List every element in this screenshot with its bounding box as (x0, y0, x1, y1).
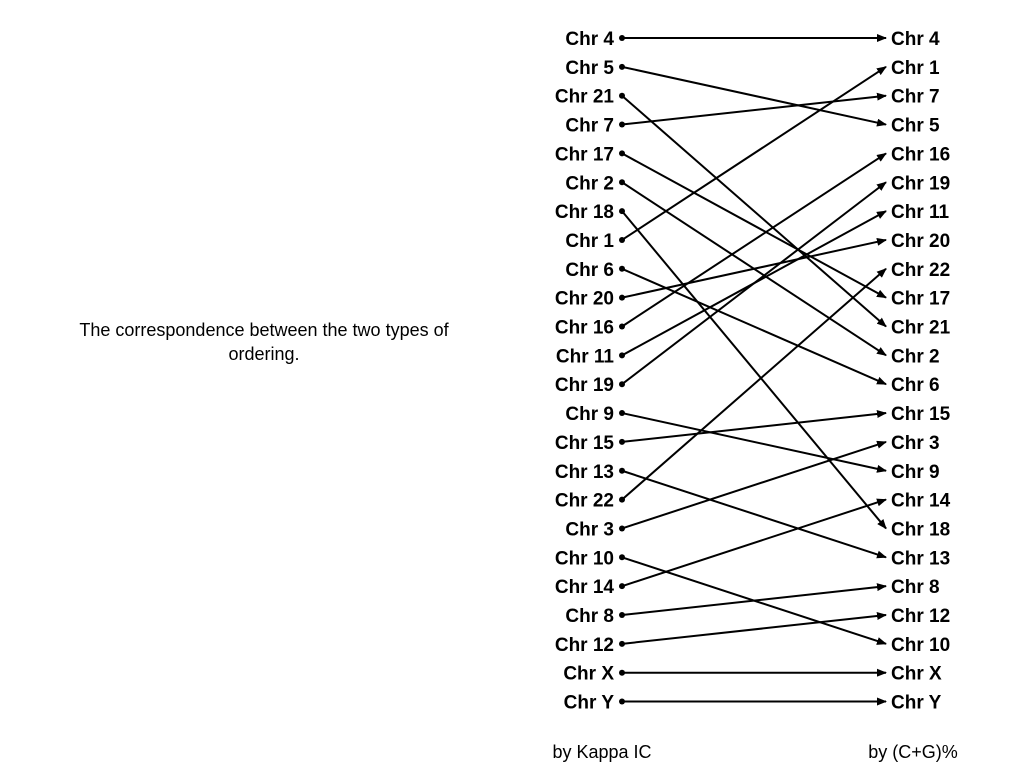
left-label-chr-3: Chr 3 (565, 519, 614, 540)
connector-arrow-chr-18 (621, 210, 887, 530)
connector-arrow-chr-12 (621, 612, 887, 645)
left-label-chr-18: Chr 18 (555, 202, 614, 223)
left-dot-chr-19 (619, 381, 625, 388)
right-label-chr-12: Chr 12 (891, 606, 950, 627)
right-label-chr-18: Chr 18 (891, 519, 950, 540)
left-dot-chr-8 (619, 612, 625, 618)
left-label-chr-6: Chr 6 (565, 260, 614, 281)
label-layer: Chr 4 Chr 5 Chr 21 Chr 7 Chr 17 Chr 2 Chr 18 Ch… (555, 29, 951, 714)
left-dot-chr-15 (619, 438, 625, 445)
right-label-chr-15: Chr 15 (891, 404, 951, 425)
right-label-chr-21: Chr 21 (891, 318, 951, 339)
left-label-chr-y: Chr Y (564, 693, 615, 714)
connector-arrow-chr-17 (621, 152, 887, 299)
left-dot-chr-10 (619, 554, 625, 561)
left-label-chr-7: Chr 7 (565, 116, 614, 137)
left-dot-chr-21 (619, 92, 625, 99)
connector-arrow-chr-21 (621, 94, 887, 328)
connector-layer (621, 34, 887, 706)
left-dot-chr-5 (619, 63, 625, 70)
right-label-chr-6: Chr 6 (891, 375, 940, 396)
left-dot-chr-14 (619, 583, 625, 590)
left-dot-chr-6 (619, 265, 625, 272)
left-label-chr-20: Chr 20 (555, 289, 614, 310)
right-label-chr-9: Chr 9 (891, 462, 940, 483)
left-dot-chr-18 (619, 208, 625, 215)
right-label-chr-16: Chr 16 (891, 144, 950, 165)
connector-arrow-chr-15 (621, 410, 887, 443)
left-dot-chr-12 (619, 640, 625, 647)
right-label-chr-x: Chr X (891, 664, 942, 685)
right-label-chr-14: Chr 14 (891, 491, 951, 512)
left-label-chr-21: Chr 21 (555, 87, 615, 108)
connector-arrow-chr-1 (621, 66, 887, 241)
right-label-chr-5: Chr 5 (891, 116, 940, 137)
left-label-chr-22: Chr 22 (555, 491, 614, 512)
right-label-chr-11: Chr 11 (891, 202, 950, 223)
right-label-chr-17: Chr 17 (891, 289, 950, 310)
left-column-footer: by Kappa IC (552, 742, 651, 762)
right-label-chr-13: Chr 13 (891, 548, 950, 569)
connector-arrow-chr-7 (621, 92, 887, 126)
connector-arrow-chr-6 (621, 267, 887, 386)
right-column-footer: by (C+G)% (868, 742, 958, 762)
left-dot-chr-20 (619, 294, 625, 301)
left-label-chr-16: Chr 16 (555, 318, 614, 339)
left-label-chr-19: Chr 19 (555, 375, 614, 396)
left-label-chr-2: Chr 2 (565, 173, 614, 194)
left-label-chr-11: Chr 11 (556, 346, 615, 367)
left-dot-chr-17 (619, 150, 625, 157)
connector-arrow-chr-5 (621, 65, 887, 127)
connector-arrow-chr-3 (621, 440, 887, 530)
right-label-chr-19: Chr 19 (891, 173, 950, 194)
left-label-chr-5: Chr 5 (565, 58, 614, 79)
left-label-chr-13: Chr 13 (555, 462, 614, 483)
left-label-chr-1: Chr 1 (565, 231, 614, 252)
connector-arrow-chr-16 (621, 152, 887, 328)
left-label-chr-x: Chr X (563, 664, 614, 685)
right-label-chr-2: Chr 2 (891, 346, 940, 367)
right-label-chr-1: Chr 1 (891, 58, 940, 79)
right-label-chr-20: Chr 20 (891, 231, 950, 252)
left-dot-chr-9 (619, 410, 625, 417)
connector-arrow-chr-14 (621, 498, 887, 588)
left-dot-chr-11 (619, 352, 625, 359)
left-label-chr-9: Chr 9 (565, 404, 614, 425)
left-dot-chr-22 (619, 496, 625, 503)
connector-arrow-chr-19 (621, 181, 887, 385)
left-label-chr-12: Chr 12 (555, 635, 614, 656)
left-label-chr-10: Chr 10 (555, 548, 614, 569)
left-dot-chr-y (619, 698, 625, 705)
right-label-chr-7: Chr 7 (891, 87, 940, 108)
connector-arrow-chr-20 (621, 237, 887, 299)
left-dot-chr-x (619, 669, 625, 676)
right-label-chr-22: Chr 22 (891, 260, 950, 281)
connector-arrow-chr-8 (621, 583, 887, 616)
right-label-chr-8: Chr 8 (891, 577, 940, 598)
left-label-chr-8: Chr 8 (565, 606, 614, 627)
diagram-caption: The correspondence between the two types… (79, 320, 449, 364)
connector-arrow-chr-22 (621, 268, 887, 501)
connector-arrow-chr-9 (621, 412, 887, 473)
connector-arrow-chr-13 (621, 469, 887, 559)
left-label-chr-17: Chr 17 (555, 144, 614, 165)
left-dot-chr-2 (619, 179, 625, 186)
right-label-chr-10: Chr 10 (891, 635, 950, 656)
left-dot-chr-13 (619, 467, 625, 474)
left-dot-chr-4 (619, 35, 625, 41)
left-label-chr-14: Chr 14 (555, 577, 615, 598)
left-label-chr-15: Chr 15 (555, 433, 615, 454)
left-dot-chr-16 (619, 323, 625, 330)
left-dot-chr-3 (619, 525, 625, 532)
left-dot-chr-1 (619, 236, 625, 243)
right-label-chr-y: Chr Y (891, 693, 942, 714)
left-label-chr-4: Chr 4 (565, 29, 614, 50)
left-dot-chr-7 (619, 121, 625, 128)
right-label-chr-3: Chr 3 (891, 433, 940, 454)
right-label-chr-4: Chr 4 (891, 29, 940, 50)
